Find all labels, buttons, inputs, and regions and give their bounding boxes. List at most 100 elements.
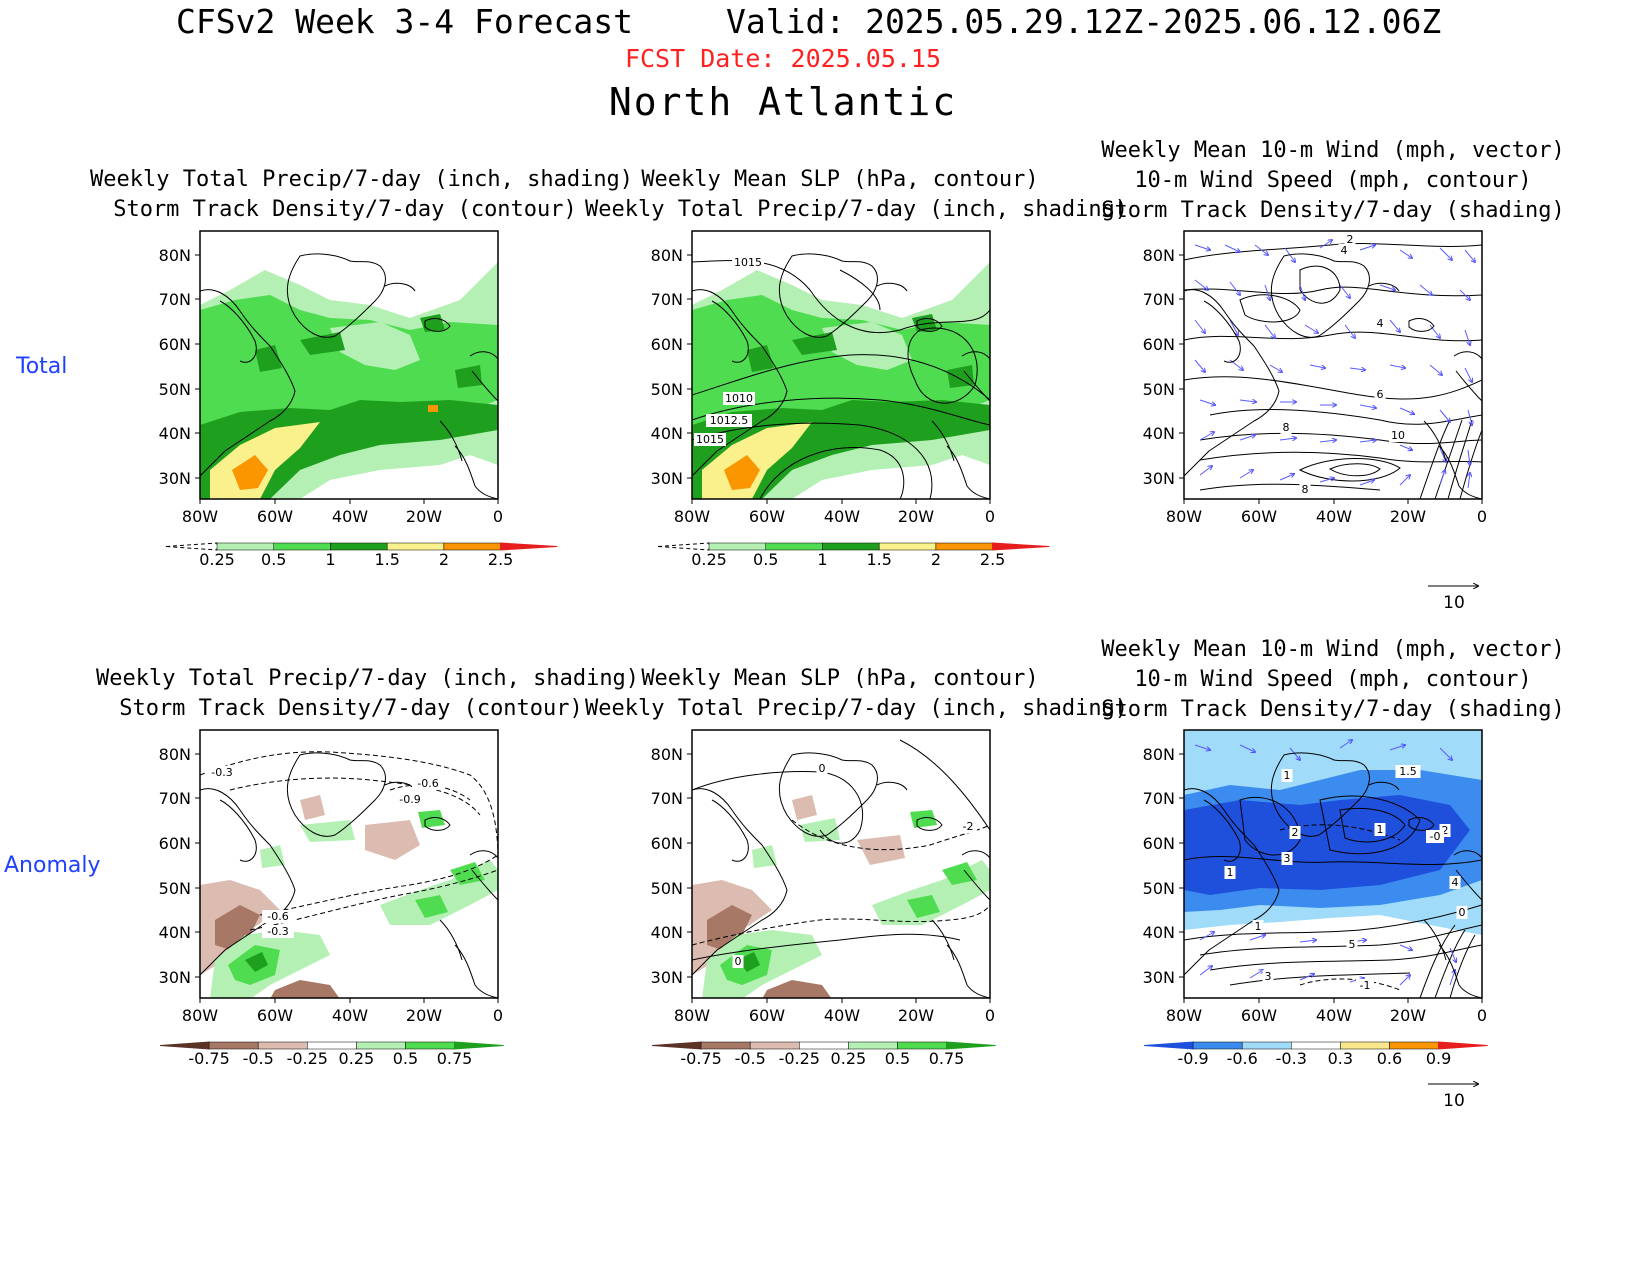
svg-text:0: 0 <box>735 955 742 968</box>
lat-tick-label: 50N <box>651 879 683 898</box>
storm-anom-contour-label: -0.6 <box>412 777 444 790</box>
wind-anom-contour-label: 3 <box>1281 852 1293 865</box>
lat-tick-label: 70N <box>1143 789 1175 808</box>
lon-tick-label: 60W <box>1241 1006 1277 1025</box>
colorbar-label: 2.5 <box>488 550 513 569</box>
svg-text:10: 10 <box>1443 593 1465 613</box>
svg-text:-0.9: -0.9 <box>399 793 420 806</box>
colorbar-label: 0.25 <box>691 550 727 569</box>
panel-title-wind-anom: Weekly Mean 10-m Wind (mph, vector) 10-m … <box>1101 637 1565 722</box>
svg-text:5: 5 <box>1349 938 1356 951</box>
colorbar-label: 0.75 <box>437 1049 473 1068</box>
lat-tick-label: 70N <box>159 290 191 309</box>
vector-ref-anomaly: 10 <box>1428 1084 1478 1111</box>
row-label-total: Total <box>16 354 68 379</box>
lat-tick-label: 40N <box>651 923 683 942</box>
lon-tick-label: 80W <box>182 507 218 526</box>
svg-text:1: 1 <box>1284 769 1291 782</box>
wind-anom-contour-label: 4 <box>1449 876 1461 889</box>
lat-tick-label: 60N <box>651 335 683 354</box>
slp-contour-label: 1015 <box>694 433 726 446</box>
wind-contour-label: 2 <box>1344 233 1356 246</box>
slp-anom-contour-label: 0 <box>732 955 744 968</box>
svg-text:2: 2 <box>1442 824 1449 837</box>
svg-text:1: 1 <box>1377 823 1384 836</box>
lat-tick-label: 60N <box>159 335 191 354</box>
panel-title-wind-total: Weekly Mean 10-m Wind (mph, vector) 10-m … <box>1101 138 1565 223</box>
lon-tick-label: 80W <box>1166 1006 1202 1025</box>
colorbar-label: -0.25 <box>779 1049 820 1068</box>
svg-text:3: 3 <box>1284 852 1291 865</box>
wind-anom-contour-label: 1.5 <box>1395 765 1421 778</box>
lat-tick-label: 30N <box>159 968 191 987</box>
lat-tick-label: 40N <box>1143 923 1175 942</box>
colorbar-label: -0.3 <box>1276 1049 1307 1068</box>
colorbar-precip-total: 0.25 0.5 1 1.5 2 2.5 <box>165 542 558 569</box>
svg-text:-0.3: -0.3 <box>211 766 232 779</box>
lon-tick-label: 40W <box>332 507 368 526</box>
region-title: North Atlantic <box>608 80 958 124</box>
svg-text:4: 4 <box>1452 876 1459 889</box>
wind-anom-contour-label: 1 <box>1374 823 1386 836</box>
lon-tick-label: 40W <box>332 1006 368 1025</box>
svg-text:2: 2 <box>1347 233 1354 246</box>
svg-text:10: 10 <box>1443 1091 1465 1111</box>
map-precip-anomaly <box>200 730 498 998</box>
lon-tick-label: 80W <box>1166 507 1202 526</box>
lon-tick-label: 40W <box>1316 1006 1352 1025</box>
lon-tick-label: 60W <box>749 507 785 526</box>
lat-tick-label: 30N <box>651 469 683 488</box>
svg-text:1.5: 1.5 <box>1399 765 1417 778</box>
colorbar-label: 0.25 <box>339 1049 375 1068</box>
lat-tick-label: 50N <box>159 380 191 399</box>
coastline <box>199 253 499 500</box>
colorbar-label: 1 <box>325 550 335 569</box>
colorbar-label: -0.75 <box>188 1049 229 1068</box>
map-border <box>199 230 499 500</box>
map-frame-a3: 80N 70N 60N 50N 40N 30N 80W 60W 40W 20W 0 <box>1143 230 1487 526</box>
lat-tick-label: 80N <box>1143 246 1175 265</box>
lon-tick-label: 60W <box>1241 507 1277 526</box>
wind-anom-contour-label: 5 <box>1346 938 1358 951</box>
svg-text:4: 4 <box>1377 317 1384 330</box>
wind-contour-label: 10 <box>1389 429 1407 442</box>
wind-contour-label: 8 <box>1299 483 1311 496</box>
lon-tick-label: 20W <box>1390 1006 1426 1025</box>
panel-title-slp-anom: Weekly Mean SLP (hPa, contour) Weekly Tot… <box>585 666 1129 721</box>
map-slp-anomaly <box>692 730 990 998</box>
colorbar-label: 1.5 <box>866 550 891 569</box>
forecast-date: FCST Date: 2025.05.15 <box>624 44 942 73</box>
map-border <box>691 230 991 500</box>
lat-tick-label: 40N <box>651 424 683 443</box>
lat-tick-label: 80N <box>651 246 683 265</box>
lat-tick-label: 40N <box>159 424 191 443</box>
colorbar-label: 0.25 <box>199 550 235 569</box>
lat-tick-label: 30N <box>159 469 191 488</box>
colorbar-slp-anomaly: -0.75 -0.5 -0.25 0.25 0.5 0.75 <box>651 1041 996 1068</box>
lat-tick-label: 50N <box>159 879 191 898</box>
lon-tick-label: 20W <box>898 507 934 526</box>
colorbar-label: 0.3 <box>1328 1049 1353 1068</box>
lat-tick-label: 40N <box>159 923 191 942</box>
svg-text:0: 0 <box>1459 906 1466 919</box>
wind-anom-contour-label: 1 <box>1224 866 1236 879</box>
lat-tick-label: 70N <box>651 290 683 309</box>
lon-tick-label: 80W <box>674 1006 710 1025</box>
map-wind-total <box>1184 231 1482 499</box>
map-border <box>1183 729 1483 999</box>
slp-anom-contour-label: -2 <box>959 820 977 833</box>
map-frame-a1: 80N 70N 60N 50N 40N 30N 80W 60W 40W 20W 0 <box>159 230 503 526</box>
forecast-title: CFSv2 Week 3-4 Forecast <box>176 2 633 41</box>
lon-tick-label: 40W <box>824 1006 860 1025</box>
colorbar-label: 2 <box>931 550 941 569</box>
lat-tick-label: 30N <box>1143 968 1175 987</box>
slp-anom-contour-label: 0 <box>816 762 828 775</box>
slp-contour-label: 1010 <box>723 392 755 405</box>
coastline <box>1183 752 1483 999</box>
lat-tick-label: 30N <box>651 968 683 987</box>
wind-anom-contour-label: 1 <box>1281 769 1293 782</box>
lat-tick-label: 80N <box>651 745 683 764</box>
lon-tick-label: 80W <box>674 507 710 526</box>
map-slp-total <box>692 231 990 499</box>
